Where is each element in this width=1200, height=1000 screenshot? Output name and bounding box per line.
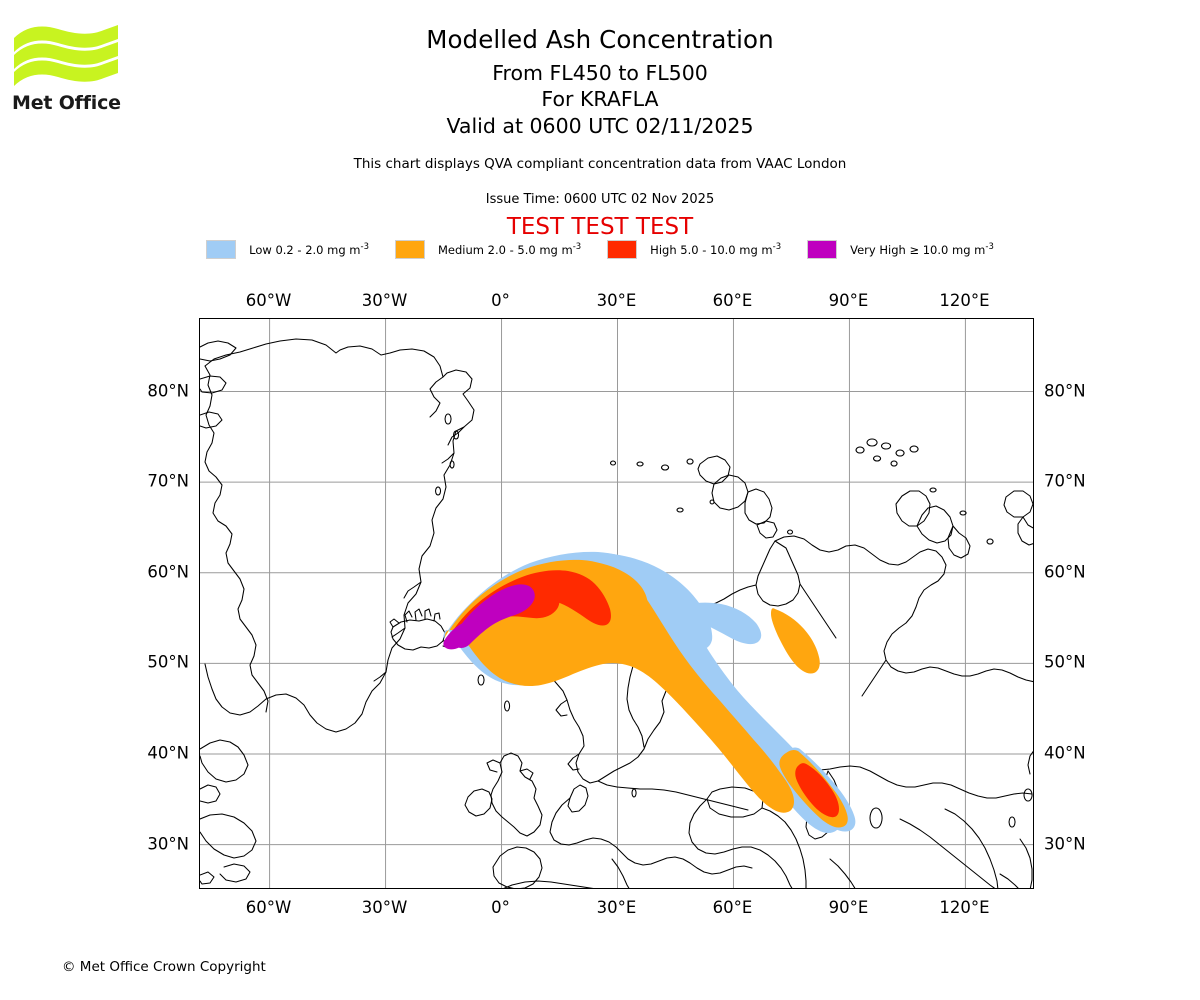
lat-tick-label-left: 80°N [147,381,189,400]
lat-tick-label-right: 30°N [1044,834,1086,854]
lon-tick-label-top: 30°W [361,291,408,310]
lat-tick-label-right: 60°N [1044,562,1086,582]
legend-swatch-very-high [807,240,838,259]
met-office-wordmark: Met Office [12,92,121,114]
legend-swatch-high [607,240,638,259]
lon-tick-label-bottom: 90°E [828,898,869,917]
test-banner: TEST TEST TEST [506,214,694,240]
lat-tick-label-right: 50°N [1044,652,1086,672]
qva-note: This chart displays QVA compliant concen… [353,156,847,172]
legend-label-medium: Medium 2.0 - 5.0 mg m-3 [437,242,582,257]
lat-tick-label-left: 60°N [147,562,189,582]
graticule [200,319,1033,888]
lon-tick-label-top: 30°E [596,291,637,310]
lon-tick-label-bottom: 60°W [245,898,292,917]
ash-concentration-map [199,318,1034,889]
ash-band-very-high [443,584,535,650]
lon-tick-label-top: 90°E [828,291,869,310]
lon-tick-label-bottom: 60°E [712,898,753,917]
title-block: Modelled Ash Concentration From FL450 to… [0,25,1200,138]
lat-tick-label-right: 80°N [1044,381,1086,400]
met-office-logo: Met Office [12,22,132,117]
lon-tick-label-top: 0° [491,291,510,310]
copyright-footer: © Met Office Crown Copyright [62,959,266,975]
lon-tick-label-bottom: 30°E [596,898,637,917]
legend-item-medium: Medium 2.0 - 5.0 mg m-3 [394,240,582,259]
concentration-legend: Low 0.2 - 2.0 mg m-3 Medium 2.0 - 5.0 mg… [0,240,1200,259]
legend-item-high: High 5.0 - 10.0 mg m-3 [607,240,781,259]
lat-tick-label-left: 50°N [147,652,189,672]
lat-tick-label-right: 40°N [1044,743,1086,763]
page-title: Modelled Ash Concentration [426,25,774,54]
legend-item-low: Low 0.2 - 2.0 mg m-3 [206,240,369,259]
issue-time: Issue Time: 0600 UTC 02 Nov 2025 [485,192,715,207]
lon-tick-label-top: 60°E [712,291,753,310]
map-canvas [200,319,1033,888]
lon-tick-label-bottom: 0° [491,898,510,917]
legend-label-high: High 5.0 - 10.0 mg m-3 [650,242,782,257]
lon-tick-label-bottom: 30°W [361,898,408,917]
ash-plume [443,551,856,833]
lat-tick-label-left: 70°N [147,471,189,491]
lat-tick-label-right: 70°N [1044,471,1086,491]
legend-label-low: Low 0.2 - 2.0 mg m-3 [249,242,369,257]
legend-item-very-high: Very High ≥ 10.0 mg m-3 [807,240,994,259]
legend-swatch-medium [394,240,425,259]
lat-tick-label-left: 40°N [147,743,189,763]
subtitle-valid-time: Valid at 0600 UTC 02/11/2025 [446,113,754,138]
lon-tick-label-top: 60°W [245,291,292,310]
coastlines [200,338,1033,888]
lon-tick-label-top: 120°E [939,291,990,310]
met-office-wave-mark [14,25,118,86]
legend-label-very-high: Very High ≥ 10.0 mg m-3 [850,242,994,257]
lat-tick-label-left: 30°N [147,834,189,854]
map-frame [199,318,1034,889]
legend-swatch-low [206,240,237,259]
lon-tick-label-bottom: 120°E [939,898,990,917]
subtitle-flight-levels: From FL450 to FL500 [492,60,708,85]
subtitle-volcano: For KRAFLA [541,87,659,111]
